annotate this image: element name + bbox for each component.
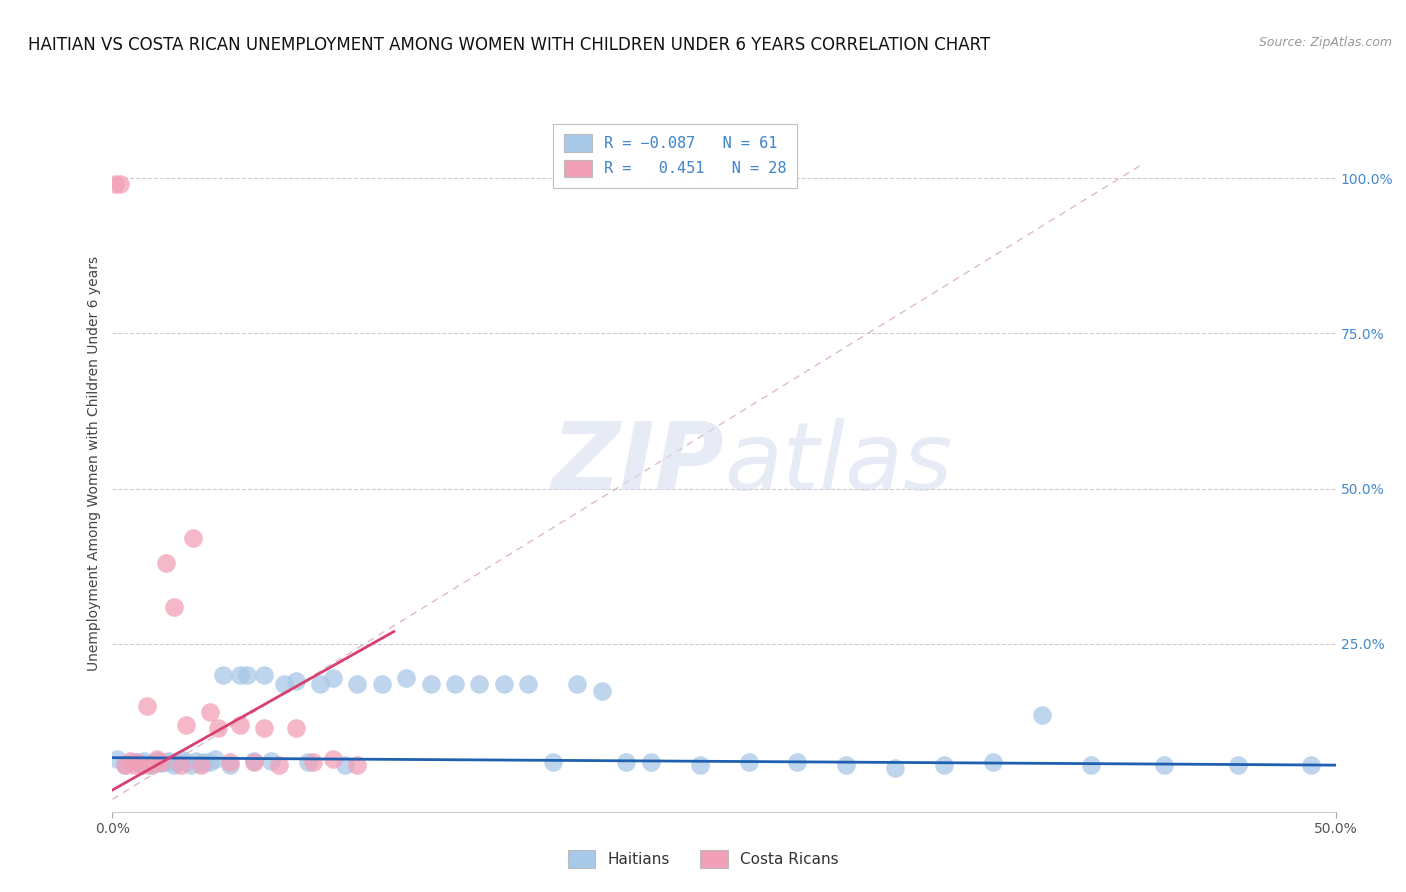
- Point: [114, 758, 136, 772]
- Point: [145, 752, 167, 766]
- Point: [395, 671, 418, 685]
- Point: [219, 755, 242, 769]
- Point: [333, 758, 356, 772]
- Point: [174, 717, 197, 731]
- Point: [219, 758, 242, 772]
- Point: [689, 758, 711, 772]
- Point: [114, 758, 136, 772]
- Point: [157, 754, 180, 768]
- Point: [131, 756, 153, 771]
- Point: [207, 721, 229, 735]
- Point: [228, 668, 250, 682]
- Point: [125, 755, 148, 769]
- Point: [104, 178, 127, 192]
- Point: [884, 761, 907, 775]
- Point: [134, 754, 156, 768]
- Point: [150, 755, 173, 769]
- Point: [346, 677, 368, 691]
- Legend: Haitians, Costa Ricans: Haitians, Costa Ricans: [560, 843, 846, 875]
- Point: [163, 599, 186, 614]
- Point: [105, 752, 128, 766]
- Point: [135, 699, 157, 714]
- Point: [118, 754, 141, 768]
- Point: [145, 754, 167, 768]
- Point: [155, 755, 177, 769]
- Point: [148, 755, 170, 769]
- Point: [204, 752, 226, 766]
- Point: [184, 754, 207, 768]
- Point: [243, 754, 266, 768]
- Point: [190, 758, 212, 772]
- Point: [981, 755, 1004, 769]
- Point: [541, 755, 564, 769]
- Point: [1226, 758, 1249, 772]
- Point: [737, 755, 759, 769]
- Point: [108, 178, 131, 192]
- Y-axis label: Unemployment Among Women with Children Under 6 years: Unemployment Among Women with Children U…: [87, 256, 101, 672]
- Point: [567, 677, 589, 691]
- Point: [591, 683, 613, 698]
- Point: [155, 556, 177, 570]
- Point: [322, 671, 344, 685]
- Point: [124, 758, 146, 772]
- Point: [200, 706, 222, 720]
- Point: [492, 677, 515, 691]
- Point: [297, 755, 319, 769]
- Point: [260, 754, 283, 768]
- Legend: R = −0.087   N = 61, R =   0.451   N = 28: R = −0.087 N = 61, R = 0.451 N = 28: [554, 124, 797, 188]
- Point: [170, 758, 193, 772]
- Point: [165, 755, 187, 769]
- Point: [1153, 758, 1175, 772]
- Point: [934, 758, 956, 772]
- Point: [141, 756, 163, 771]
- Point: [1031, 708, 1053, 723]
- Point: [786, 755, 808, 769]
- Point: [640, 755, 662, 769]
- Text: atlas: atlas: [724, 418, 952, 509]
- Point: [150, 756, 173, 771]
- Point: [309, 677, 332, 691]
- Point: [163, 758, 186, 772]
- Point: [180, 758, 202, 772]
- Point: [1080, 758, 1102, 772]
- Point: [125, 755, 148, 769]
- Point: [444, 677, 467, 691]
- Point: [194, 755, 217, 769]
- Point: [322, 752, 344, 766]
- Point: [228, 717, 250, 731]
- Point: [181, 532, 204, 546]
- Point: [243, 755, 266, 769]
- Point: [253, 721, 276, 735]
- Point: [190, 756, 212, 771]
- Point: [138, 758, 160, 772]
- Point: [121, 755, 143, 769]
- Text: ZIP: ZIP: [551, 417, 724, 510]
- Point: [253, 668, 276, 682]
- Point: [517, 677, 540, 691]
- Point: [468, 677, 491, 691]
- Point: [141, 758, 163, 772]
- Point: [174, 755, 197, 769]
- Point: [267, 758, 290, 772]
- Point: [614, 755, 637, 769]
- Point: [419, 677, 441, 691]
- Point: [346, 758, 368, 772]
- Text: Source: ZipAtlas.com: Source: ZipAtlas.com: [1258, 36, 1392, 49]
- Point: [211, 668, 233, 682]
- Point: [273, 677, 295, 691]
- Point: [835, 758, 858, 772]
- Point: [131, 758, 153, 772]
- Point: [170, 752, 193, 766]
- Point: [284, 721, 308, 735]
- Point: [1301, 758, 1323, 772]
- Point: [370, 677, 392, 691]
- Point: [236, 668, 259, 682]
- Text: HAITIAN VS COSTA RICAN UNEMPLOYMENT AMONG WOMEN WITH CHILDREN UNDER 6 YEARS CORR: HAITIAN VS COSTA RICAN UNEMPLOYMENT AMON…: [28, 36, 990, 54]
- Point: [284, 674, 308, 689]
- Point: [302, 755, 325, 769]
- Point: [200, 755, 222, 769]
